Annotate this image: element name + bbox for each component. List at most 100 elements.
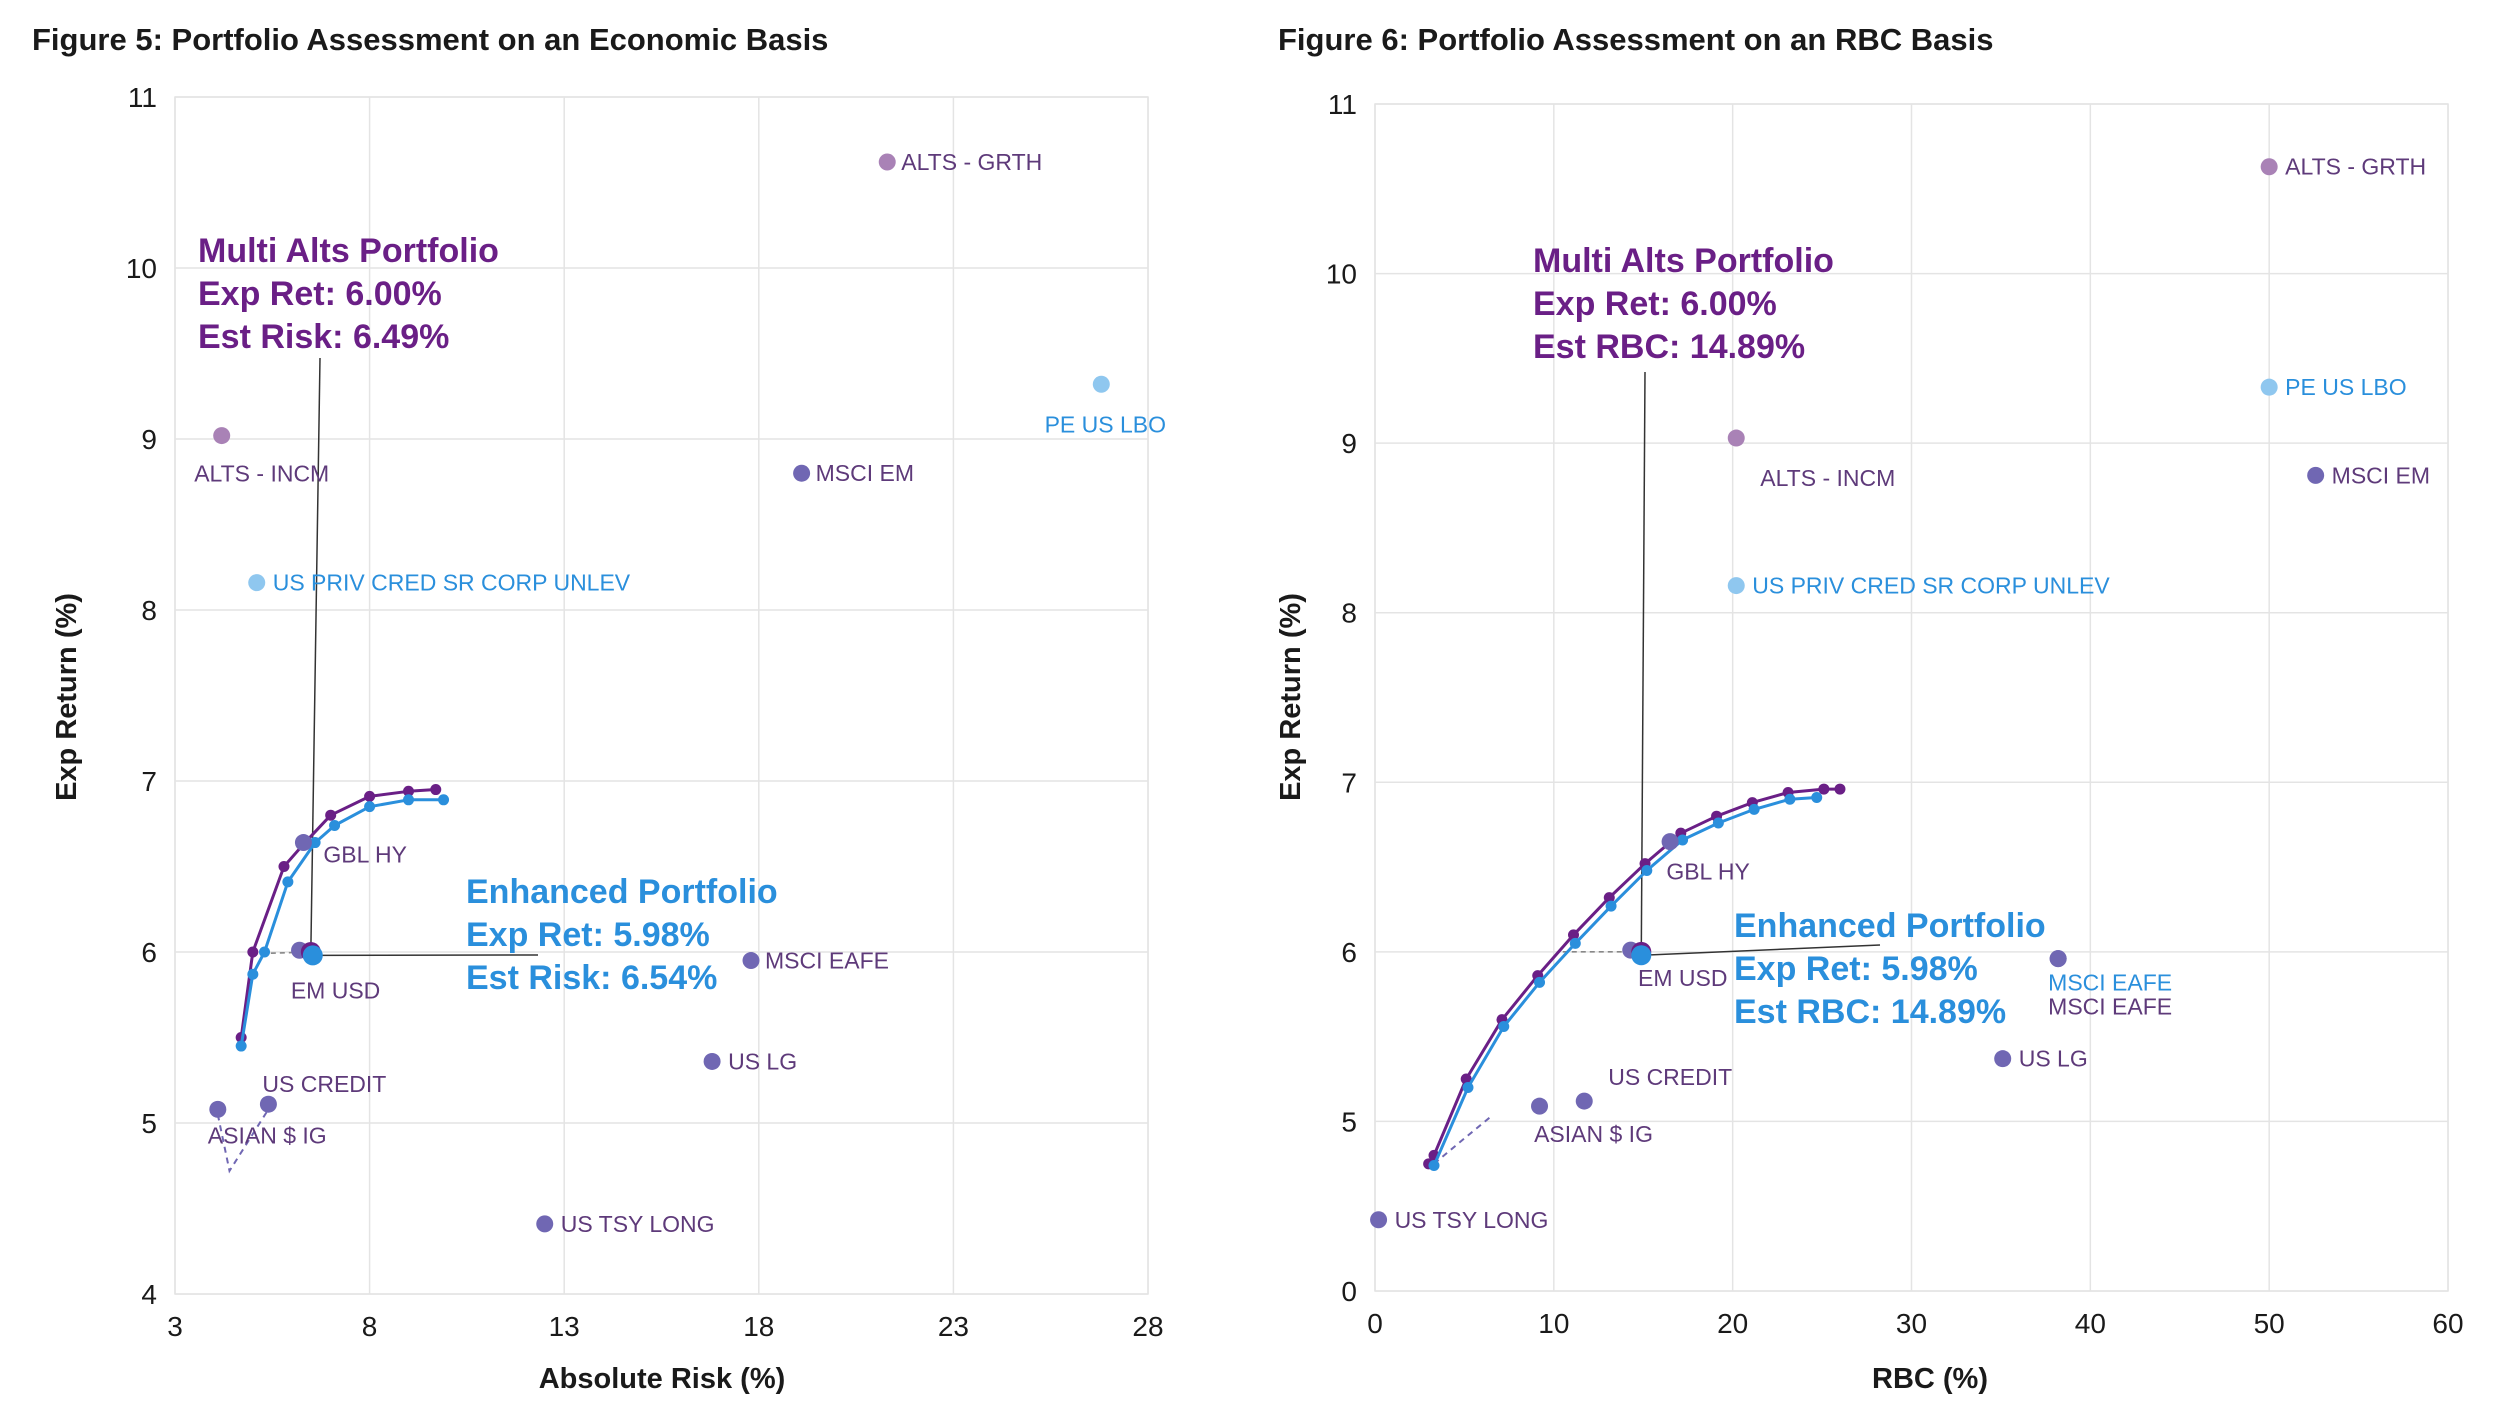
figure-5-y-axis-label: Exp Return (%) [51,593,83,801]
figure-5-callout-multi-alts-portfolio-line: Multi Alts Portfolio [198,232,499,270]
figure-6-label-msci-eafe: MSCI EAFE [2048,970,2172,996]
figure-6-x-tick-label: 30 [1896,1308,1927,1339]
figure-5-point-us-tsy-long [536,1215,554,1233]
figure-5-point-pe-us-lbo [1092,375,1110,393]
figure-6-point-asian-ig [1531,1097,1549,1115]
figure-6-axes: 0 10 20 30 40 50 60 0 5 6 7 8 9 10 11 [1326,89,2464,1339]
figure-6-enhanced-frontier-line [1432,796,1817,1167]
figure-6-title: Figure 6: Portfolio Assessment on an RBC… [1278,22,1993,57]
figure-6-label-us-priv-cred-sr-corp-unlev: US PRIV CRED SR CORP UNLEV [1752,573,2110,599]
figure-6-callout-leader-multi-alts-portfolio [1640,371,1646,952]
figure-6-label-msci-eafe: MSCI EAFE [2048,994,2172,1020]
figure-5-label-alts-grth: ALTS - GRTH [901,149,1042,175]
figure-6-label-alts-grth: ALTS - GRTH [2285,154,2426,180]
figure-5-label-msci-eafe: MSCI EAFE [765,948,889,974]
figure-5-enhanced-frontier-point [438,794,450,806]
figure-6-y-tick-label: 8 [1341,598,1357,629]
figure-6-x-tick-label: 20 [1717,1308,1748,1339]
figure-6-x-tick-label: 10 [1538,1308,1569,1339]
figure-5-y-tick-label: 9 [141,424,157,455]
figure-5-point-us-priv-cred-sr-corp-unlev [248,574,266,592]
figure-5-title: Figure 5: Portfolio Assessment on an Eco… [32,22,828,57]
figure-6-y-axis-label: Exp Return (%) [1275,593,1307,801]
figure-5-enhanced-frontier-point [259,946,271,958]
figure-5-enhanced-frontier-point [235,1040,247,1052]
figure-6-enhanced-frontier-point [1811,792,1823,804]
figure-6-label-asian-ig: ASIAN $ IG [1534,1121,1653,1147]
figure-5-y-tick-label: 4 [141,1279,157,1310]
figure-5-point-alts-incm [213,427,231,445]
figure-6-enhanced-frontier-point [1534,976,1546,988]
figure-5-multi-alts-frontier-point [247,946,259,958]
figure-6-x-tick-label: 0 [1367,1308,1383,1339]
figure-6-enhanced-frontier-point [1428,1160,1440,1172]
figure-5-label-asian-ig: ASIAN $ IG [208,1122,327,1148]
figure-5-label-us-credit: US CREDIT [262,1071,386,1097]
figure-6-callout-leader-enhanced-portfolio [1641,944,1881,956]
figure-5-x-tick-label: 8 [362,1311,378,1342]
figure-5-point-gbl-hy [294,834,312,852]
figure-6-enhanced-frontier-point [1748,803,1760,815]
figure-6-enhanced-frontier-point [1784,793,1796,805]
figure-6-enhanced-frontier-point [1677,834,1689,846]
figure-6-callout-enhanced-portfolio-line: Exp Ret: 5.98% [1734,950,1978,988]
figure-5-point-msci-eafe [742,952,760,970]
figure-6-marker-enhanced-portfolio [1631,945,1652,966]
figure-6-callout-enhanced-portfolio-line: Enhanced Portfolio [1734,907,2046,945]
figure-6-point-gbl-hy [1661,833,1679,851]
figure-6-label-alts-incm: ALTS - INCM [1760,465,1895,491]
figure-6-callout-enhanced-portfolio-line: Est RBC: 14.89% [1734,993,2006,1031]
figure-5-enhanced-frontier-point [329,819,341,831]
figure-5-x-tick-label: 13 [549,1311,580,1342]
figure-6-label-pe-us-lbo: PE US LBO [2285,374,2406,400]
figure-5-callout-leader-multi-alts-portfolio [310,357,321,953]
figure-6-callout-multi-alts-portfolio-line: Multi Alts Portfolio [1533,242,1834,280]
figure-5-enhanced-frontier-line [239,798,444,1047]
figure-6-grid [1374,103,2449,1292]
figure-6: Figure 6: Portfolio Assessment on an RBC… [1275,22,2464,1395]
figure-5-callout-multi-alts-portfolio-line: Est Risk: 6.49% [198,318,449,356]
figure-5-label-us-priv-cred-sr-corp-unlev: US PRIV CRED SR CORP UNLEV [273,570,631,596]
figure-5-label-us-tsy-long: US TSY LONG [561,1211,715,1237]
figure-5-callout-enhanced-portfolio-line: Enhanced Portfolio [466,873,778,911]
figure-6-multi-alts-frontier-point [1460,1073,1472,1085]
figure-6-point-alts-incm [1727,429,1745,447]
figure-6-label-us-tsy-long: US TSY LONG [1395,1207,1549,1233]
figure-5-x-tick-label: 28 [1132,1311,1163,1342]
figure-6-y-tick-label: 0 [1341,1276,1357,1307]
figure-6-x-tick-label: 60 [2432,1308,2463,1339]
figure-6-point-msci-eafe [2049,950,2067,968]
figure-6-portfolio-callouts: Multi Alts Portfolio Exp Ret: 6.00% Est RB… [1533,242,2046,1031]
figure-6-point-us-credit [1575,1092,1593,1110]
figure-5-point-us-credit [259,1095,277,1113]
figure-5-callout-enhanced-portfolio-line: Est Risk: 6.54% [466,959,717,997]
figure-6-label-gbl-hy: GBL HY [1666,859,1750,885]
figure-6-enhanced-frontier-point [1712,817,1724,829]
figure-5-label-us-lg: US LG [728,1048,797,1074]
figure-6-point-us-tsy-long [1370,1211,1388,1229]
figure-5-points: ALTS - GRTH PE US LBO ALTS - INCM MSCI EM US… [194,149,1166,1237]
figure-5-callout-multi-alts-portfolio-line: Exp Ret: 6.00% [198,275,442,313]
figure-5-y-tick-label: 5 [141,1108,157,1139]
figure-5-multi-alts-frontier-point [278,861,290,872]
figure-6-enhanced-frontier-point [1641,864,1653,876]
figure-5-multi-alts-frontier-point [364,790,376,802]
figure-6-multi-alts-frontier-line [1427,787,1840,1165]
figure-6-point-us-priv-cred-sr-corp-unlev [1727,577,1745,595]
figure-6-label-em-usd: EM USD [1638,965,1727,991]
figure-5-label-em-usd: EM USD [291,977,380,1003]
figure-6-multi-alts-frontier-point [1568,929,1580,941]
figure-5-multi-alts-frontier-point [325,809,337,821]
figure-5-y-tick-label: 11 [128,82,157,113]
figure-6-enhanced-frontier-point [1462,1082,1474,1094]
figure-6-y-tick-label: 11 [1328,89,1357,120]
figure-5-dashed-connector [216,1108,270,1174]
figure-6-multi-alts-frontier-point [1603,892,1615,904]
figure-6-multi-alts-frontier-point [1818,783,1830,795]
figure-5-callout-enhanced-portfolio-line: Exp Ret: 5.98% [466,916,710,954]
figure-5-enhanced-frontier-point [247,968,259,980]
figure-6-point-us-lg [1994,1050,2012,1068]
figure-5-portfolio-callouts: Multi Alts Portfolio Exp Ret: 6.00% Est Ri… [198,232,778,997]
figure-5-x-axis-label: Absolute Risk (%) [539,1363,786,1395]
figure-6-label-us-lg: US LG [2019,1046,2088,1072]
